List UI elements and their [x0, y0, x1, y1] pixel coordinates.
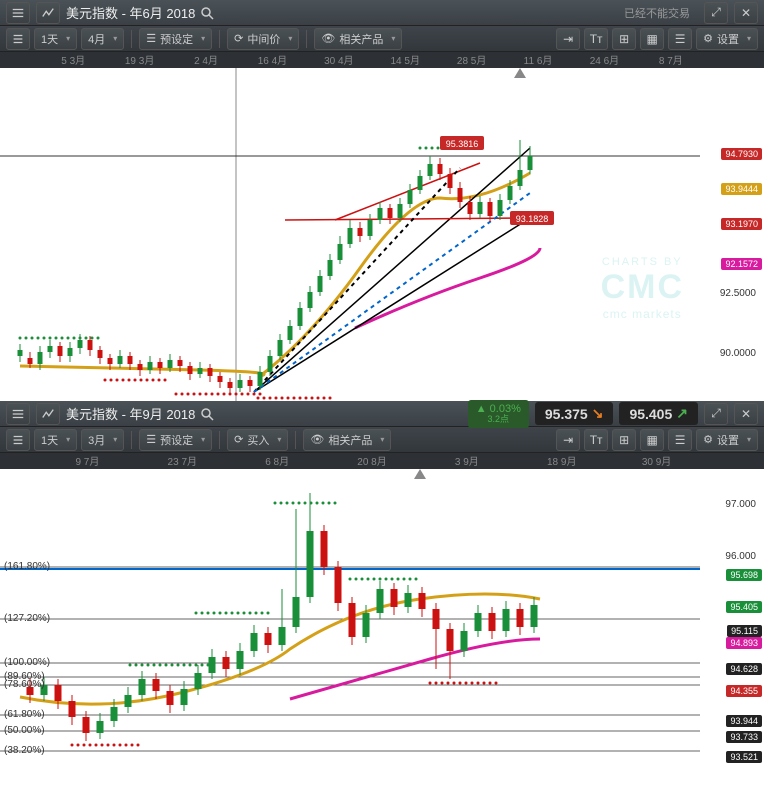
close-icon[interactable]: ✕	[734, 2, 758, 24]
settings-dropdown[interactable]: ⚙ 设置	[696, 28, 758, 50]
chart-panel-2: 美元指数 - 年9月 2018 ▲ 0.03% 3.2点 95.375↘ 95.…	[0, 401, 764, 802]
chart-panel-1: 美元指数 - 年6月 2018 已经不能交易 ⤢ ✕ 1天 4月 ☰ 预设定 ⟳…	[0, 0, 764, 401]
svg-text:93.1828: 93.1828	[516, 214, 549, 224]
change-badge: ▲ 0.03% 3.2点	[468, 400, 529, 428]
tool-icon-5[interactable]: ☰	[668, 28, 692, 50]
chart-area-1[interactable]: 95.381693.1828 CHARTS BY CMC cmc markets…	[0, 68, 764, 401]
timeframe-dropdown[interactable]: 1天	[34, 28, 77, 50]
chart-line-icon[interactable]	[36, 2, 60, 24]
chart-area-2[interactable]: 97.00096.00095.69895.40595.11594.89394.6…	[0, 469, 764, 802]
y-axis-1: 92.500090.000094.793093.944493.197092.15…	[708, 68, 764, 401]
chart-title: 美元指数 - 年6月 2018	[66, 3, 215, 22]
y-axis-2: 97.00096.00095.69895.40595.11594.89394.6…	[708, 469, 764, 802]
chart-svg-2	[0, 469, 700, 802]
x-axis-2: 9 7月23 7月6 8月20 8月3 9月18 9月30 9月	[0, 453, 764, 469]
tool-icon-3[interactable]: ⊞	[612, 429, 636, 451]
chart-svg-1: 95.3816 93.1828	[0, 68, 700, 401]
x-axis-1: 5 3月19 3月2 4月16 4月30 4月14 5月28 5月11 6月24…	[0, 52, 764, 68]
preset-dropdown[interactable]: ☰ 预设定	[139, 28, 212, 50]
preset-dropdown[interactable]: ☰ 预设定	[139, 429, 212, 451]
menu-icon[interactable]	[6, 2, 30, 24]
svg-text:95.3816: 95.3816	[446, 139, 479, 149]
menu-icon[interactable]	[6, 403, 30, 425]
timeframe-dropdown[interactable]: 1天	[34, 429, 77, 451]
tool-icon-1[interactable]: ⇥	[556, 28, 580, 50]
close-icon[interactable]: ✕	[734, 403, 758, 425]
trading-status: 已经不能交易	[624, 5, 690, 21]
toolbar-1: 1天 4月 ☰ 预设定 ⟳ 中间价 👁 相关产品 ⇥ Tᴛ ⊞ ▦ ☰ ⚙ 设置	[0, 26, 764, 52]
chart-line-icon[interactable]	[36, 403, 60, 425]
bid-price[interactable]: 95.375↘	[535, 402, 614, 425]
settings-dropdown[interactable]: ⚙ 设置	[696, 429, 758, 451]
expand-icon[interactable]: ⤢	[704, 2, 728, 24]
titlebar-1: 美元指数 - 年6月 2018 已经不能交易 ⤢ ✕	[0, 0, 764, 26]
expand-icon[interactable]: ⤢	[704, 403, 728, 425]
tool-icon-2[interactable]: Tᴛ	[584, 429, 608, 451]
period-dropdown[interactable]: 4月	[81, 28, 124, 50]
tool-icon-2[interactable]: Tᴛ	[584, 28, 608, 50]
period-dropdown[interactable]: 3月	[81, 429, 124, 451]
titlebar-2: 美元指数 - 年9月 2018 ▲ 0.03% 3.2点 95.375↘ 95.…	[0, 401, 764, 427]
search-icon[interactable]	[199, 5, 215, 21]
tool-icon-5[interactable]: ☰	[668, 429, 692, 451]
toolbar-2: 1天 3月 ☰ 预设定 ⟳ 买入 👁 相关产品 ⇥ Tᴛ ⊞ ▦ ☰ ⚙ 设置	[0, 427, 764, 453]
price-type-dropdown[interactable]: ⟳ 中间价	[227, 28, 299, 50]
list-icon[interactable]	[6, 28, 30, 50]
tool-icon-3[interactable]: ⊞	[612, 28, 636, 50]
related-dropdown[interactable]: 👁 相关产品	[314, 28, 402, 50]
buy-dropdown[interactable]: ⟳ 买入	[227, 429, 288, 451]
tool-icon-4[interactable]: ▦	[640, 429, 664, 451]
tool-icon-1[interactable]: ⇥	[556, 429, 580, 451]
tool-icon-4[interactable]: ▦	[640, 28, 664, 50]
search-icon[interactable]	[199, 406, 215, 422]
related-dropdown[interactable]: 👁 相关产品	[303, 429, 391, 451]
ask-price[interactable]: 95.405↗	[619, 402, 698, 425]
chart-title: 美元指数 - 年9月 2018	[66, 404, 215, 423]
list-icon[interactable]	[6, 429, 30, 451]
